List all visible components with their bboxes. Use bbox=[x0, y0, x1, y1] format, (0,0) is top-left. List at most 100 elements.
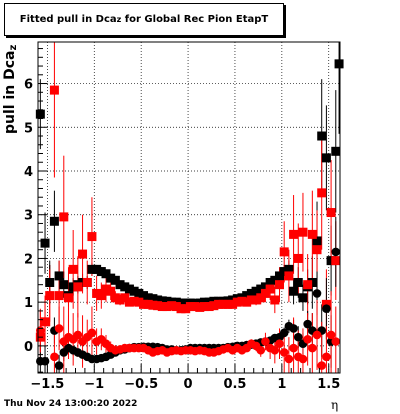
square-marker bbox=[167, 301, 177, 311]
x-tick-label: −1.5 bbox=[30, 377, 64, 392]
square-marker bbox=[101, 269, 111, 279]
circle-marker bbox=[275, 339, 284, 349]
square-marker bbox=[289, 229, 299, 239]
square-marker bbox=[246, 295, 256, 305]
square-marker bbox=[199, 302, 209, 312]
square-marker bbox=[106, 273, 116, 283]
circle-marker bbox=[293, 332, 303, 342]
x-tick-label: −1 bbox=[84, 377, 104, 392]
circle-marker bbox=[284, 354, 294, 364]
chart-title-main: Fitted pull in Dca bbox=[19, 14, 117, 25]
square-marker bbox=[40, 238, 50, 248]
square-marker bbox=[96, 267, 106, 277]
square-marker bbox=[134, 288, 144, 298]
y-tick-label: 3 bbox=[24, 209, 33, 224]
square-marker bbox=[124, 297, 134, 307]
square-marker bbox=[153, 295, 163, 305]
circle-marker bbox=[317, 361, 327, 370]
square-marker bbox=[251, 295, 261, 305]
square-marker bbox=[49, 85, 59, 95]
circle-marker bbox=[50, 352, 59, 362]
square-marker bbox=[143, 299, 153, 309]
square-marker bbox=[68, 282, 78, 292]
square-marker bbox=[82, 277, 92, 287]
x-tick-label: 1.5 bbox=[317, 377, 340, 392]
square-marker bbox=[139, 291, 149, 301]
data-markers bbox=[35, 59, 344, 370]
circle-marker bbox=[45, 278, 55, 287]
square-marker bbox=[214, 299, 224, 309]
square-marker bbox=[176, 298, 186, 308]
square-marker bbox=[275, 271, 285, 281]
square-marker bbox=[129, 286, 139, 296]
square-marker bbox=[157, 302, 167, 312]
square-marker bbox=[204, 302, 214, 312]
square-marker bbox=[162, 296, 172, 306]
circle-marker bbox=[261, 337, 270, 346]
y-axis-label-sub: z bbox=[7, 44, 19, 51]
circle-marker bbox=[308, 343, 317, 353]
square-marker bbox=[73, 282, 83, 292]
square-marker bbox=[171, 302, 181, 312]
square-marker bbox=[134, 297, 144, 307]
y-tick-label: 1 bbox=[24, 296, 33, 311]
square-marker bbox=[321, 153, 331, 163]
axis-ticks: −1.5 −1 −0.5 0 0.5 1 1.5 0 1 2 3 4 5 6 bbox=[24, 48, 340, 392]
square-marker bbox=[63, 293, 73, 303]
square-marker bbox=[317, 188, 327, 198]
y-tick-label: 5 bbox=[24, 121, 33, 136]
square-marker bbox=[307, 277, 317, 287]
circle-marker bbox=[322, 304, 331, 314]
plot-frame bbox=[37, 41, 341, 374]
square-marker bbox=[92, 288, 102, 298]
square-marker bbox=[87, 264, 97, 274]
square-marker bbox=[228, 299, 238, 309]
square-marker bbox=[298, 293, 308, 303]
square-marker bbox=[110, 275, 120, 285]
circle-marker bbox=[40, 317, 50, 327]
square-marker bbox=[195, 302, 205, 312]
circle-marker bbox=[303, 319, 312, 329]
circle-marker bbox=[322, 352, 331, 362]
square-marker bbox=[106, 286, 116, 296]
square-marker bbox=[96, 291, 106, 301]
circle-marker bbox=[331, 337, 341, 346]
square-marker bbox=[35, 109, 45, 119]
circle-marker bbox=[326, 330, 336, 340]
x-tick-label: 1 bbox=[277, 377, 286, 392]
square-marker bbox=[237, 296, 247, 306]
square-marker bbox=[120, 282, 130, 292]
circle-marker bbox=[331, 247, 341, 257]
timestamp-footer: Thu Nov 24 13:00:20 2022 bbox=[4, 399, 138, 409]
circle-marker bbox=[279, 348, 289, 357]
circle-marker bbox=[54, 361, 64, 370]
x-axis-label: η bbox=[331, 398, 339, 412]
square-marker bbox=[101, 284, 111, 294]
circle-marker bbox=[270, 345, 280, 355]
chart-title: Fitted pull in Dca z for Global Rec Pion … bbox=[4, 3, 284, 36]
square-marker bbox=[148, 294, 158, 304]
square-marker bbox=[78, 249, 88, 259]
square-marker bbox=[49, 216, 59, 226]
square-marker bbox=[331, 256, 341, 266]
square-marker bbox=[218, 299, 228, 309]
square-marker bbox=[284, 264, 294, 274]
square-marker bbox=[223, 299, 233, 309]
square-marker bbox=[209, 301, 219, 311]
square-marker bbox=[312, 236, 322, 246]
square-marker bbox=[289, 286, 299, 296]
square-marker bbox=[139, 299, 149, 309]
square-marker bbox=[321, 299, 331, 309]
circle-marker bbox=[45, 291, 55, 300]
square-marker bbox=[92, 264, 102, 274]
square-marker bbox=[54, 291, 64, 301]
square-marker bbox=[265, 277, 275, 287]
square-marker bbox=[68, 264, 78, 274]
x-tick-label: 0.5 bbox=[223, 377, 246, 392]
x-tick-label: −0.5 bbox=[124, 377, 158, 392]
square-marker bbox=[246, 288, 256, 298]
square-marker bbox=[242, 291, 252, 301]
circle-marker bbox=[312, 289, 322, 298]
square-marker bbox=[307, 229, 317, 239]
